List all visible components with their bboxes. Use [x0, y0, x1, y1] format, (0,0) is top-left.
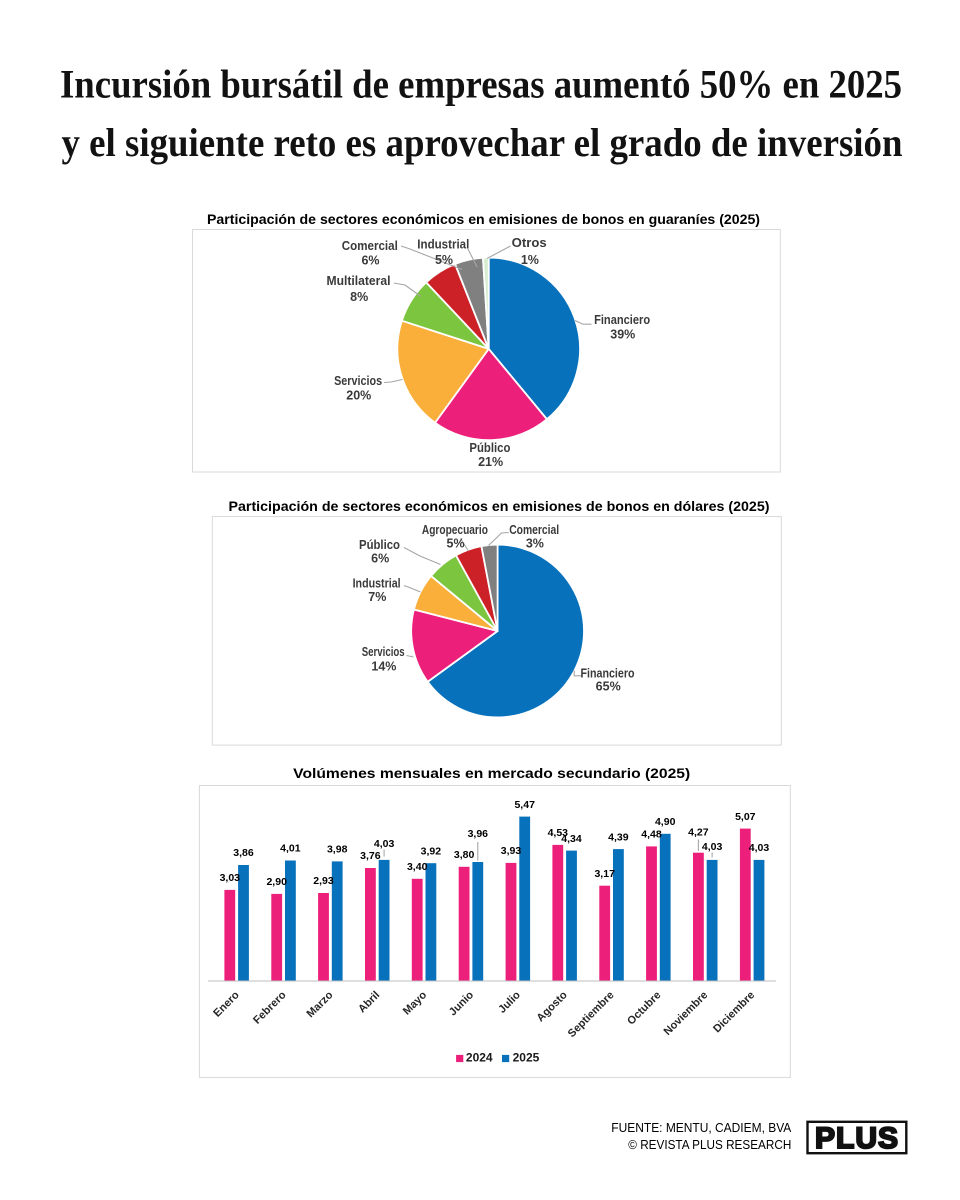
svg-text:Participación de sectores econ: Participación de sectores económicos en … [229, 498, 770, 514]
svg-text:6%: 6% [361, 254, 379, 268]
svg-text:FUENTE: MENTU, CADIEM, BVA: FUENTE: MENTU, CADIEM, BVA [611, 1120, 791, 1135]
svg-text:3,96: 3,96 [468, 828, 489, 840]
svg-text:8%: 8% [350, 290, 368, 304]
svg-text:4,34: 4,34 [561, 833, 582, 845]
svg-text:Comercial: Comercial [509, 523, 559, 537]
svg-text:Incursión bursátil de empresas: Incursión bursátil de empresas aumentó 5… [60, 62, 902, 107]
svg-text:5,47: 5,47 [514, 799, 535, 811]
svg-text:4,03: 4,03 [749, 842, 770, 854]
svg-text:3,76: 3,76 [360, 850, 381, 862]
svg-text:Servicios: Servicios [362, 645, 405, 659]
svg-text:Financiero: Financiero [581, 667, 635, 681]
svg-text:7%: 7% [368, 590, 386, 604]
svg-text:Multilateral: Multilateral [327, 274, 391, 288]
svg-text:4,39: 4,39 [608, 831, 629, 843]
svg-text:3,03: 3,03 [220, 872, 241, 884]
svg-text:Público: Público [359, 538, 400, 552]
svg-text:4,53: 4,53 [548, 827, 569, 839]
svg-text:2,93: 2,93 [313, 875, 334, 887]
svg-text:4,03: 4,03 [702, 841, 723, 853]
svg-text:3,92: 3,92 [421, 845, 442, 857]
svg-text:14%: 14% [371, 660, 396, 674]
svg-text:3,86: 3,86 [233, 847, 254, 859]
svg-text:4,27: 4,27 [688, 827, 709, 839]
svg-text:4,48: 4,48 [641, 829, 662, 841]
svg-text:Comercial: Comercial [342, 239, 398, 253]
svg-text:3,93: 3,93 [501, 845, 522, 857]
svg-text:3,17: 3,17 [594, 868, 615, 880]
svg-text:5%: 5% [435, 253, 453, 267]
svg-text:6%: 6% [371, 552, 389, 566]
svg-text:1%: 1% [521, 253, 539, 267]
svg-text:5%: 5% [447, 536, 465, 550]
svg-text:39%: 39% [610, 328, 635, 342]
svg-text:Participación de sectores econ: Participación de sectores económicos en … [207, 211, 760, 227]
svg-text:3%: 3% [526, 536, 544, 550]
svg-text:3,80: 3,80 [454, 849, 475, 861]
svg-text:PLUS: PLUS [815, 1122, 899, 1155]
svg-text:2024: 2024 [466, 1051, 493, 1065]
svg-text:20%: 20% [346, 388, 371, 402]
svg-text:4,03: 4,03 [374, 838, 395, 850]
svg-text:Volúmenes mensuales en mercado: Volúmenes mensuales en mercado secundari… [293, 765, 690, 781]
svg-text:Agropecuario: Agropecuario [422, 523, 488, 537]
svg-text:y el siguiente reto es aprovec: y el siguiente reto es aprovechar el gra… [62, 120, 903, 165]
svg-text:Otros: Otros [512, 236, 547, 250]
svg-text:Servicios: Servicios [334, 374, 382, 388]
svg-text:© REVISTA PLUS RESEARCH: © REVISTA PLUS RESEARCH [628, 1137, 791, 1152]
svg-text:2025: 2025 [513, 1051, 540, 1065]
svg-text:Público: Público [469, 441, 510, 455]
svg-text:5,07: 5,07 [735, 811, 756, 823]
svg-text:3,98: 3,98 [327, 844, 348, 856]
svg-text:21%: 21% [478, 455, 503, 469]
svg-text:65%: 65% [596, 679, 621, 693]
svg-text:4,90: 4,90 [655, 816, 676, 828]
svg-text:3,40: 3,40 [407, 861, 428, 873]
svg-text:Industrial: Industrial [417, 238, 469, 252]
svg-text:2,90: 2,90 [266, 876, 287, 888]
svg-text:4,01: 4,01 [280, 843, 301, 855]
svg-text:Industrial: Industrial [353, 576, 401, 590]
svg-text:Financiero: Financiero [594, 313, 650, 327]
